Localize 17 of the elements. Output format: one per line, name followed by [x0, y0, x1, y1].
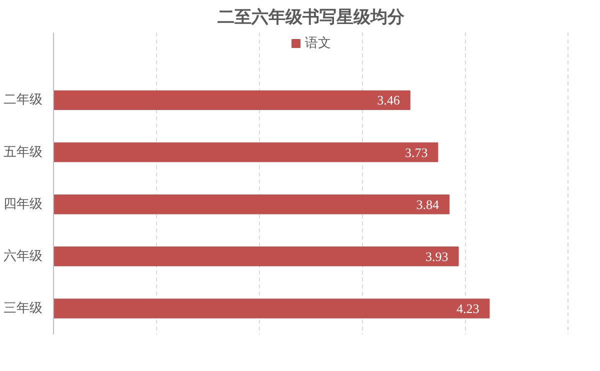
data-label: 4.23 [456, 300, 480, 316]
data-label: 3.73 [404, 144, 428, 160]
y-tick-label: 二年级 [4, 92, 42, 108]
bar [54, 142, 438, 162]
bar [54, 90, 410, 110]
data-label: 3.84 [416, 196, 440, 212]
bar [54, 194, 450, 214]
data-label: 3.46 [377, 92, 400, 108]
y-tick-label: 五年级 [4, 144, 42, 160]
y-tick-label: 六年级 [4, 248, 42, 264]
chart-title: 二至六年级书写星级均分 [218, 8, 406, 28]
legend-label: 语文 [305, 35, 331, 52]
y-tick-label: 三年级 [4, 300, 42, 316]
bar [54, 246, 459, 266]
y-tick-label: 四年级 [4, 196, 42, 212]
data-label: 3.93 [426, 248, 448, 264]
bar [54, 298, 490, 318]
